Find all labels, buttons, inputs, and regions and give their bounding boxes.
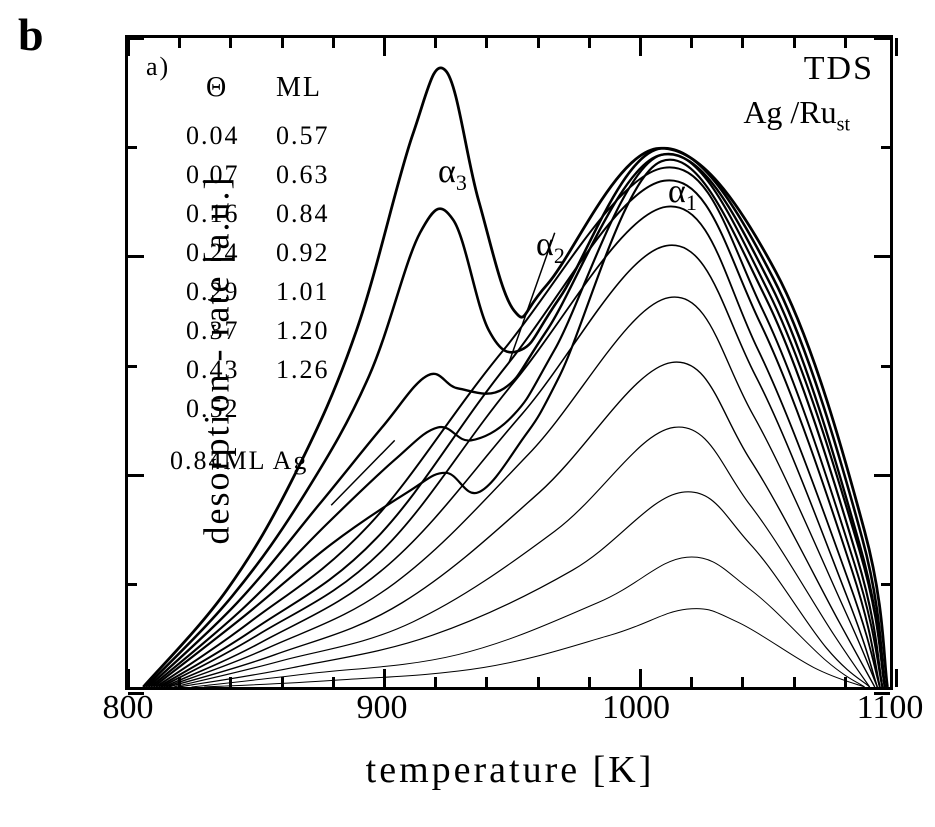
tick-mark	[537, 38, 540, 48]
tds-curve	[179, 492, 870, 687]
tds-curve	[153, 160, 882, 687]
tick-mark	[537, 677, 540, 687]
chart-plot-area: a) TDS Ag /Rust Θ ML 0.04 0.07 0.16 0.24…	[125, 35, 893, 690]
tick-mark	[128, 255, 144, 258]
tick-mark	[844, 38, 847, 48]
tick-mark	[874, 255, 890, 258]
peak-alpha1: α1	[668, 173, 697, 216]
tick-mark	[881, 365, 890, 368]
tick-mark	[178, 677, 181, 687]
tick-mark	[178, 38, 181, 48]
tick-mark	[128, 583, 137, 586]
tick-mark	[383, 38, 386, 56]
x-tick-label: 900	[356, 689, 407, 727]
tds-curve	[151, 154, 885, 687]
tick-mark	[895, 669, 898, 687]
tick-mark	[229, 38, 232, 48]
tick-mark	[229, 677, 232, 687]
x-tick-label: 1100	[857, 689, 924, 727]
tds-title: TDS	[804, 50, 874, 88]
legend-col-2: 0.57 0.63 0.84 0.92 1.01 1.20 1.26	[276, 116, 330, 389]
system-sep: /	[790, 94, 799, 130]
tick-mark	[434, 677, 437, 687]
tick-mark	[639, 38, 642, 56]
tick-mark	[881, 146, 890, 149]
tick-mark	[485, 677, 488, 687]
system-label: Ag /Rust	[743, 94, 850, 136]
tick-mark	[332, 677, 335, 687]
tick-mark	[874, 692, 890, 695]
panel-label: b	[18, 8, 45, 61]
legend-theta-header: Θ	[206, 72, 228, 104]
tds-curve	[169, 362, 875, 687]
tick-mark	[383, 669, 386, 687]
callout-084: 0.84ML Ag	[170, 446, 308, 476]
tick-mark	[332, 38, 335, 48]
tick-mark	[844, 677, 847, 687]
tick-mark	[874, 37, 890, 40]
system-sub: st	[837, 113, 850, 135]
tick-mark	[128, 37, 144, 40]
peak-alpha2: α2	[536, 226, 565, 269]
system-base: Ru	[799, 94, 836, 130]
tick-mark	[127, 38, 130, 56]
inset-panel-label: a)	[146, 52, 170, 82]
tick-mark	[881, 583, 890, 586]
x-tick-label: 1000	[602, 689, 670, 727]
legend-ml-header: ML	[276, 72, 322, 104]
legend-col-1: 0.04 0.07 0.16 0.24 0.29 0.37 0.43 0.52	[186, 116, 240, 428]
tick-mark	[793, 677, 796, 687]
tick-mark	[874, 474, 890, 477]
peak-alpha3: α3	[438, 153, 467, 196]
tick-mark	[690, 677, 693, 687]
tick-mark	[128, 365, 137, 368]
tick-mark	[690, 38, 693, 48]
tds-curve	[166, 297, 877, 687]
system-prefix: Ag	[743, 94, 782, 130]
tick-mark	[741, 38, 744, 48]
tick-mark	[588, 677, 591, 687]
tick-mark	[128, 692, 144, 695]
tick-mark	[895, 38, 898, 56]
tick-mark	[639, 669, 642, 687]
tick-mark	[434, 38, 437, 48]
tick-mark	[588, 38, 591, 48]
tick-mark	[128, 146, 137, 149]
tick-mark	[793, 38, 796, 48]
tick-mark	[128, 474, 144, 477]
tick-mark	[741, 677, 744, 687]
tick-mark	[281, 38, 284, 48]
tick-mark	[485, 38, 488, 48]
x-axis-label: temperature [K]	[366, 748, 655, 792]
tick-mark	[281, 677, 284, 687]
tick-mark	[127, 669, 130, 687]
